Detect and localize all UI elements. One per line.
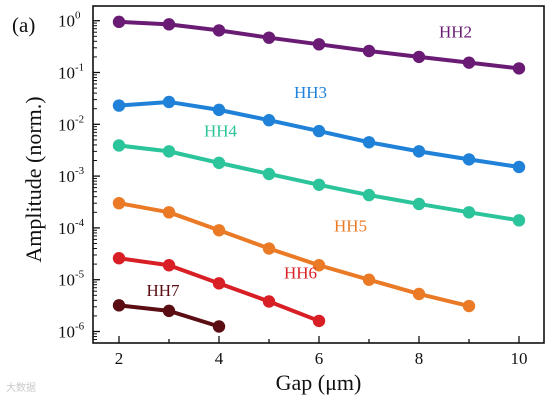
data-point (112, 139, 126, 152)
data-point (412, 50, 426, 64)
x-tick-label: 6 (315, 349, 324, 368)
data-point (412, 197, 426, 211)
data-point (412, 287, 426, 301)
watermark: 大数据 (6, 383, 36, 394)
data-point (162, 145, 176, 158)
panel-label: (a) (12, 13, 35, 37)
y-tick-label: 10-1 (58, 62, 84, 83)
data-point (512, 160, 526, 174)
data-point (212, 320, 226, 333)
series-layer: HH2 HH3 HH4 HH5 HH6 HH7 (112, 15, 526, 333)
series-label: HH6 (284, 264, 317, 283)
data-point (312, 178, 326, 191)
data-point (262, 167, 276, 181)
data-point (212, 103, 226, 117)
data-point (312, 314, 326, 328)
data-point (512, 62, 526, 75)
data-point (212, 277, 226, 290)
x-axis-label: Gap (μm) (276, 370, 362, 395)
data-point (112, 252, 126, 265)
series-line (118, 201, 470, 308)
data-point (162, 18, 176, 31)
data-point (312, 259, 326, 272)
data-point (362, 136, 376, 149)
data-point (162, 95, 176, 109)
data-point (462, 56, 476, 69)
series-hh7: HH7 (112, 281, 226, 333)
data-point (462, 206, 476, 219)
data-point (362, 273, 376, 286)
series-label: HH7 (147, 281, 181, 300)
data-point (212, 24, 226, 37)
data-point (112, 15, 126, 29)
data-point (362, 188, 376, 202)
series-hh5: HH5 (112, 196, 476, 313)
data-point (312, 124, 326, 138)
data-point (262, 31, 276, 44)
x-tick-label: 8 (415, 349, 424, 368)
data-point (412, 145, 426, 158)
data-point (262, 242, 276, 255)
series-hh2: HH2 (112, 15, 526, 75)
data-point (462, 299, 476, 313)
series-label: HH5 (334, 217, 367, 236)
data-point (212, 224, 226, 237)
y-tick-label: 10-4 (58, 217, 85, 238)
y-tick-label: 10-6 (58, 321, 85, 342)
series-label: HH3 (294, 83, 327, 102)
series-hh6: HH6 (112, 252, 326, 328)
axis-ticks (93, 20, 520, 344)
data-point (162, 206, 176, 219)
series-label: HH2 (439, 23, 472, 42)
x-tick-label: 2 (115, 349, 124, 368)
series-hh3: HH3 (112, 83, 526, 174)
y-tick-label: 10-2 (58, 113, 84, 134)
data-point (162, 304, 176, 318)
data-point (462, 153, 476, 166)
data-point (162, 259, 176, 272)
tick-labels: 2 4 6 8 10 10-6 10-5 10-4 10-3 10-2 10-1 100 (58, 10, 528, 368)
series-hh4: HH4 (112, 122, 526, 227)
series-label: HH4 (204, 122, 238, 141)
data-point (262, 295, 276, 308)
y-tick-label: 100 (58, 10, 81, 31)
data-point (512, 214, 526, 227)
data-point (112, 99, 126, 112)
data-point (112, 196, 126, 210)
data-point (212, 156, 226, 170)
y-axis-label: Amplitude (norm.) (21, 96, 46, 262)
data-point (312, 38, 326, 51)
data-point (262, 113, 276, 127)
y-tick-label: 10-5 (58, 269, 85, 290)
x-tick-label: 10 (511, 349, 528, 368)
y-tick-label: 10-3 (58, 165, 85, 186)
data-point (112, 299, 126, 312)
x-tick-label: 4 (215, 349, 224, 368)
data-point (362, 44, 376, 58)
